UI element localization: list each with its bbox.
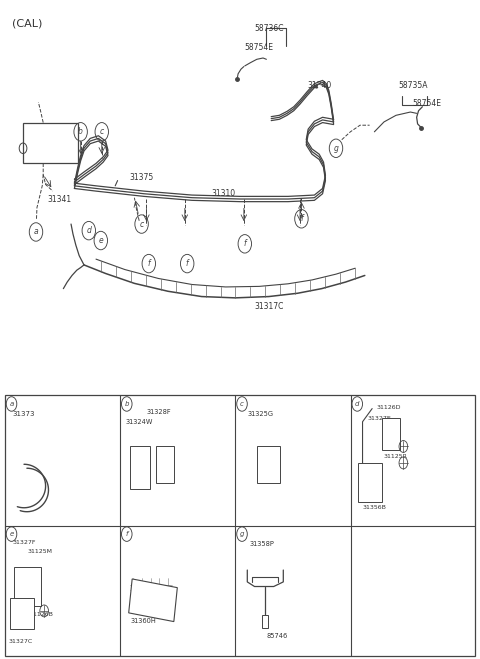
Bar xyxy=(257,447,280,482)
Text: 31317C: 31317C xyxy=(254,302,284,311)
Text: 58754E: 58754E xyxy=(413,99,442,108)
Text: 31375: 31375 xyxy=(130,173,154,183)
Bar xyxy=(14,567,41,606)
Text: 31324W: 31324W xyxy=(126,418,153,425)
Bar xyxy=(129,579,177,621)
Text: f: f xyxy=(243,239,246,248)
Bar xyxy=(130,447,150,489)
Text: 31327E: 31327E xyxy=(367,416,391,421)
Text: d: d xyxy=(86,226,91,235)
Text: 31125R: 31125R xyxy=(383,454,407,459)
Bar xyxy=(5,395,475,656)
Bar xyxy=(23,123,78,163)
Text: b: b xyxy=(78,127,83,136)
Bar xyxy=(156,447,174,482)
Bar xyxy=(382,418,400,449)
Text: g: g xyxy=(240,531,244,537)
Text: 31126D: 31126D xyxy=(377,405,401,410)
Text: f: f xyxy=(125,531,128,537)
Text: 58754E: 58754E xyxy=(245,43,274,52)
Text: 31125M: 31125M xyxy=(28,550,53,554)
Bar xyxy=(262,615,268,628)
Text: c: c xyxy=(240,401,244,407)
Text: 85746: 85746 xyxy=(267,633,288,639)
Text: 31321D: 31321D xyxy=(34,127,63,136)
Text: a: a xyxy=(10,401,13,407)
Text: c: c xyxy=(100,127,104,136)
Bar xyxy=(358,463,382,502)
Text: 31340: 31340 xyxy=(307,81,332,90)
Text: 31319D: 31319D xyxy=(23,144,53,153)
Text: f: f xyxy=(300,214,303,223)
Text: a: a xyxy=(34,227,38,237)
Text: g: g xyxy=(334,144,338,153)
Text: c: c xyxy=(140,219,144,229)
Text: d: d xyxy=(355,401,360,407)
Text: 31356B: 31356B xyxy=(362,505,386,509)
Text: 31328F: 31328F xyxy=(146,409,171,415)
Text: 31310: 31310 xyxy=(211,189,235,198)
Text: 31360H: 31360H xyxy=(131,618,156,625)
Bar xyxy=(10,598,34,629)
Text: 31327F: 31327F xyxy=(12,540,36,544)
Text: 31373: 31373 xyxy=(12,411,35,417)
Text: 31126B: 31126B xyxy=(30,612,54,617)
Text: 58735A: 58735A xyxy=(398,81,428,90)
Text: 31358P: 31358P xyxy=(250,541,275,547)
Text: b: b xyxy=(124,401,129,407)
Text: 31325G: 31325G xyxy=(247,411,273,417)
Text: 31327C: 31327C xyxy=(9,639,33,644)
Text: f: f xyxy=(186,259,189,268)
Text: e: e xyxy=(10,531,13,537)
Text: (CAL): (CAL) xyxy=(12,18,42,28)
Text: 58736C: 58736C xyxy=(254,24,284,34)
Text: 31341: 31341 xyxy=(47,194,71,204)
Text: f: f xyxy=(147,259,150,268)
Text: e: e xyxy=(98,236,103,245)
